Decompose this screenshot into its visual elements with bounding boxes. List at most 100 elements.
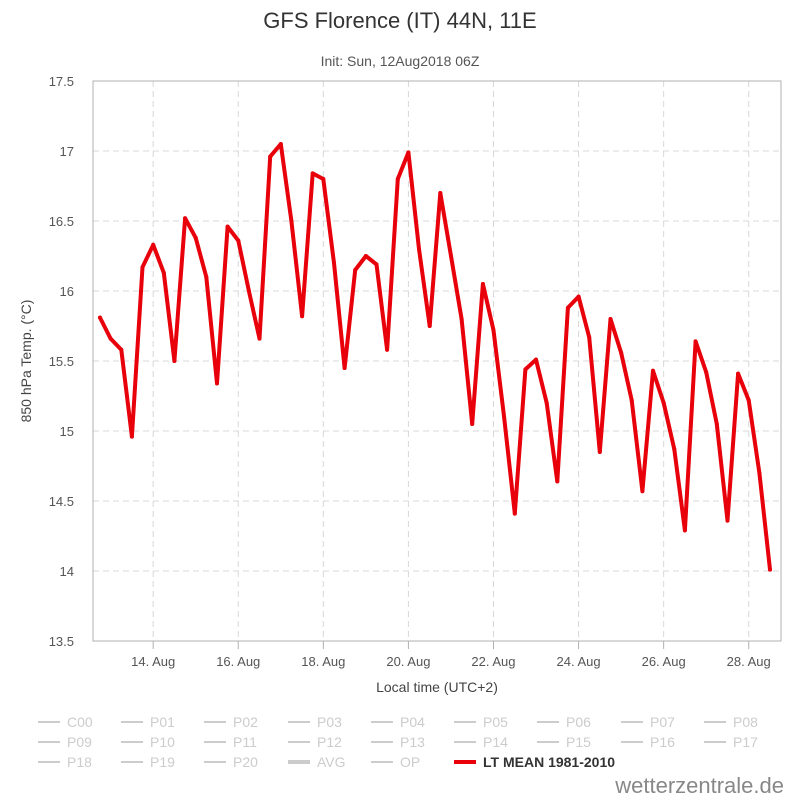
y-axis-title: 850 hPa Temp. (°C) bbox=[18, 300, 34, 423]
data-point bbox=[651, 368, 655, 373]
legend-item[interactable]: P20 bbox=[204, 754, 258, 770]
data-point bbox=[300, 314, 305, 319]
x-tick-label: 28. Aug bbox=[727, 654, 771, 669]
data-point bbox=[512, 511, 517, 516]
data-point bbox=[597, 450, 602, 454]
legend-label: P15 bbox=[566, 734, 591, 750]
data-point bbox=[714, 422, 719, 426]
legend-label: P16 bbox=[650, 734, 675, 750]
legend-label: C00 bbox=[67, 714, 93, 730]
data-point bbox=[534, 357, 538, 362]
legend-item[interactable]: AVG bbox=[288, 754, 346, 770]
legend-label: P07 bbox=[650, 714, 675, 730]
legend-item[interactable]: P05 bbox=[454, 714, 508, 730]
legend-item[interactable]: P18 bbox=[38, 754, 92, 770]
legend-item[interactable]: P03 bbox=[288, 714, 342, 730]
y-tick-label: 17.5 bbox=[49, 74, 74, 89]
legend-label: P06 bbox=[566, 714, 591, 730]
legend-item[interactable]: P19 bbox=[121, 754, 175, 770]
legend-item[interactable]: C00 bbox=[38, 714, 93, 730]
data-point bbox=[172, 359, 177, 363]
legend-item[interactable]: P16 bbox=[621, 734, 675, 750]
data-point bbox=[129, 434, 134, 439]
legend-item[interactable]: P07 bbox=[621, 714, 675, 730]
data-point bbox=[406, 150, 411, 155]
data-point bbox=[682, 528, 687, 533]
y-tick-label: 15 bbox=[60, 424, 74, 439]
x-tick-label: 24. Aug bbox=[557, 654, 601, 669]
credit-label[interactable]: wetterzentrale.de bbox=[614, 773, 784, 798]
data-point bbox=[587, 335, 592, 340]
legend-item[interactable]: P10 bbox=[121, 734, 175, 750]
data-point bbox=[704, 370, 709, 375]
legend-label: P20 bbox=[233, 754, 258, 770]
data-point bbox=[108, 336, 113, 341]
data-point bbox=[225, 224, 230, 229]
grid bbox=[93, 81, 781, 641]
legend-label: LT MEAN 1981-2010 bbox=[483, 754, 615, 770]
data-point bbox=[640, 489, 645, 494]
data-point bbox=[257, 336, 262, 341]
series-layer bbox=[98, 142, 772, 572]
legend-item[interactable]: P06 bbox=[537, 714, 591, 730]
y-tick-label: 13.5 bbox=[49, 634, 74, 649]
data-point bbox=[427, 324, 432, 328]
data-point bbox=[565, 305, 570, 310]
legend-item[interactable]: P04 bbox=[371, 714, 425, 730]
data-point bbox=[278, 142, 283, 146]
data-point bbox=[193, 235, 198, 240]
x-axis-title: Local time (UTC+2) bbox=[376, 679, 498, 695]
series-line-lt-mean bbox=[98, 142, 772, 572]
x-tick-label: 14. Aug bbox=[131, 654, 175, 669]
data-point bbox=[629, 398, 634, 403]
data-point bbox=[363, 254, 368, 258]
legend-item[interactable]: P08 bbox=[704, 714, 758, 730]
data-point bbox=[449, 254, 453, 258]
legend-label: P10 bbox=[150, 734, 175, 750]
data-point bbox=[757, 471, 762, 475]
legend-item[interactable]: OP bbox=[371, 754, 420, 770]
legend-item[interactable]: P09 bbox=[38, 734, 92, 750]
data-point bbox=[236, 238, 241, 243]
data-point bbox=[332, 261, 336, 265]
legend-item[interactable]: P11 bbox=[204, 734, 257, 750]
legend-label: P02 bbox=[233, 714, 258, 730]
x-tick-label: 16. Aug bbox=[216, 654, 260, 669]
legend-label: P05 bbox=[483, 714, 508, 730]
legend-label: AVG bbox=[317, 754, 346, 770]
y-tick-label: 16.5 bbox=[49, 214, 74, 229]
data-point bbox=[98, 315, 102, 320]
legend-item[interactable]: LT MEAN 1981-2010 bbox=[454, 754, 615, 770]
legend-item[interactable]: P17 bbox=[704, 734, 758, 750]
data-point bbox=[246, 289, 251, 293]
data-point bbox=[321, 177, 326, 181]
legend-label: P17 bbox=[733, 734, 758, 750]
legend-item[interactable]: P02 bbox=[204, 714, 258, 730]
data-point bbox=[736, 371, 741, 376]
legend-label: P18 bbox=[67, 754, 92, 770]
x-tick-label: 18. Aug bbox=[301, 654, 345, 669]
y-tick-label: 15.5 bbox=[49, 354, 74, 369]
data-point bbox=[502, 415, 507, 419]
legend-item[interactable]: P14 bbox=[454, 734, 508, 750]
legend-item[interactable]: P01 bbox=[121, 714, 175, 730]
data-point bbox=[746, 398, 751, 403]
data-point bbox=[576, 294, 581, 299]
data-point bbox=[544, 401, 549, 405]
y-axis: 13.5 14 14.5 15 15.5 16 16.5 17 17.5 bbox=[49, 74, 74, 649]
legend: C00 P01 P02 P03 P04 P05 P06 P07 P08 P09 P10 P11 P12 P… bbox=[38, 714, 758, 770]
legend-item[interactable]: P13 bbox=[371, 734, 425, 750]
data-point bbox=[438, 191, 443, 195]
data-point bbox=[672, 447, 677, 452]
data-point bbox=[161, 270, 166, 275]
legend-item[interactable]: P12 bbox=[288, 734, 342, 750]
y-tick-label: 16 bbox=[60, 284, 74, 299]
data-point bbox=[608, 317, 613, 321]
data-point bbox=[289, 219, 294, 223]
y-tick-label: 14 bbox=[60, 564, 74, 579]
legend-label: P19 bbox=[150, 754, 175, 770]
data-point bbox=[768, 567, 772, 572]
x-tick-label: 20. Aug bbox=[386, 654, 430, 669]
legend-item[interactable]: P15 bbox=[537, 734, 591, 750]
